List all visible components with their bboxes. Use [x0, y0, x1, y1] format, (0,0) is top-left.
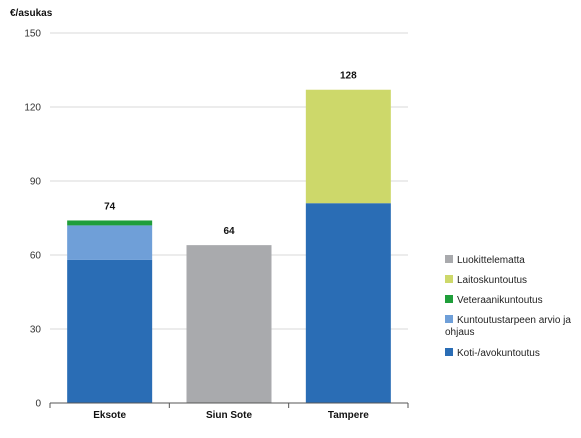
- legend-label: Luokittelematta: [457, 255, 525, 266]
- legend-label: Kuntoutustarpeen arvio ja ohjaus: [445, 315, 571, 338]
- y-axis-unit-label: €/asukas: [10, 8, 53, 19]
- bar-total-label: 74: [104, 201, 116, 212]
- bar-total-label: 128: [340, 71, 357, 82]
- y-tick-label: 150: [24, 29, 41, 40]
- bars: 74 64 128: [67, 71, 391, 403]
- category-label: Siun Sote: [206, 410, 253, 421]
- y-tick-label: 90: [30, 177, 42, 188]
- bar-segment: [305, 203, 391, 403]
- bar-segment: [186, 245, 272, 403]
- legend-label: Veteraanikuntoutus: [457, 295, 543, 306]
- bar-segment: [67, 220, 153, 226]
- bar-segment: [305, 89, 391, 204]
- category-label: Eksote: [93, 410, 126, 421]
- legend-label: Koti-/avokuntoutus: [457, 348, 540, 359]
- legend-swatch: [445, 348, 453, 356]
- y-tick-label: 120: [24, 103, 41, 114]
- bar-segment: [67, 259, 153, 403]
- y-tick-label: 0: [35, 399, 41, 410]
- bar-segment: [67, 225, 153, 260]
- legend-swatch: [445, 255, 453, 263]
- axes: 0 30 60 90 120 150 Eksote Siun Sote Tampere: [24, 29, 409, 421]
- legend-swatch: [445, 275, 453, 283]
- y-tick-label: 30: [30, 325, 42, 336]
- category-label: Tampere: [328, 410, 369, 421]
- legend: Luokittelematta Laitoskuntoutus Veteraanik…: [445, 255, 571, 359]
- legend-label: Laitoskuntoutus: [457, 275, 527, 286]
- legend-swatch: [445, 315, 453, 323]
- y-tick-label: 60: [30, 251, 42, 262]
- bar-total-label: 64: [223, 226, 235, 237]
- legend-swatch: [445, 295, 453, 303]
